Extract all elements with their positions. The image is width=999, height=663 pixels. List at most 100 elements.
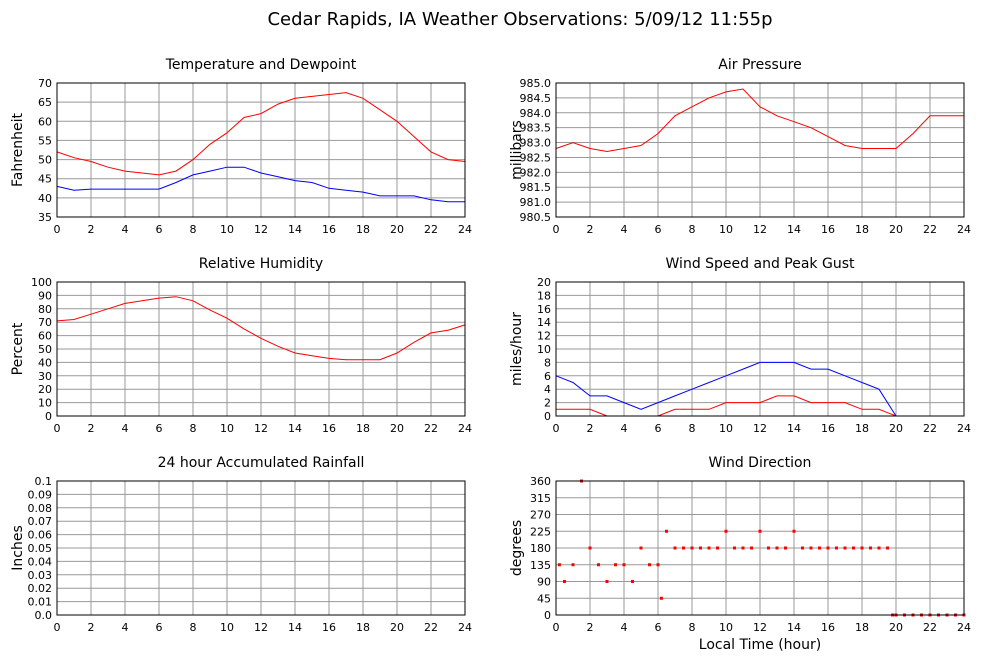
y-tick-label: 0.02 <box>28 582 53 595</box>
subplot-title: 24 hour Accumulated Rainfall <box>158 455 365 471</box>
subplot-title: Air Pressure <box>718 57 801 73</box>
data-point <box>826 546 830 550</box>
x-tick-label: 14 <box>787 621 801 634</box>
data-point <box>571 563 575 567</box>
x-tick-label: 14 <box>787 223 801 236</box>
y-tick-label: 14 <box>537 316 551 329</box>
y-tick-label: 0.06 <box>28 529 53 542</box>
x-tick-label: 20 <box>390 223 404 236</box>
y-tick-label: 40 <box>38 192 52 205</box>
x-tick-label: 2 <box>587 223 594 236</box>
x-tick-label: 20 <box>390 621 404 634</box>
x-tick-label: 24 <box>957 422 971 435</box>
data-point <box>665 529 668 533</box>
data-point <box>869 546 872 550</box>
data-point <box>716 546 719 550</box>
y-tick-label: 80 <box>38 303 52 316</box>
x-tick-label: 14 <box>787 422 801 435</box>
x-tick-label: 14 <box>288 422 302 435</box>
y-tick-label: 16 <box>537 303 551 316</box>
x-tick-label: 18 <box>855 223 869 236</box>
x-tick-label: 24 <box>458 223 472 236</box>
y-tick-label: 0 <box>544 410 551 423</box>
y-tick-label: 225 <box>530 525 551 538</box>
data-point <box>648 563 651 567</box>
x-tick-label: 20 <box>889 621 903 634</box>
x-tick-label: 20 <box>889 422 903 435</box>
y-tick-label: 984.0 <box>520 107 552 120</box>
x-tick-label: 2 <box>88 422 95 435</box>
y-tick-label: 90 <box>38 289 52 302</box>
x-tick-label: 24 <box>957 223 971 236</box>
data-point <box>631 580 634 583</box>
data-point <box>733 546 736 550</box>
x-tick-label: 10 <box>220 422 234 435</box>
plot-frame <box>56 281 466 417</box>
x-tick-label: 18 <box>356 422 370 435</box>
y-tick-label: 0.1 <box>35 475 53 488</box>
x-tick-label: 10 <box>220 223 234 236</box>
subplot-title: Temperature and Dewpoint <box>165 57 357 73</box>
data-point <box>877 546 881 550</box>
x-tick-label: 12 <box>753 422 767 435</box>
x-tick-label: 12 <box>753 223 767 236</box>
x-tick-label: 6 <box>655 223 662 236</box>
x-tick-label: 10 <box>220 621 234 634</box>
plot-frame <box>555 82 965 218</box>
data-point <box>557 563 561 567</box>
x-tick-label: 2 <box>587 621 594 634</box>
x-tick-label: 12 <box>254 422 268 435</box>
plot-frame <box>56 480 466 616</box>
data-point <box>622 563 626 567</box>
data-point <box>614 563 617 567</box>
data-line <box>555 88 964 153</box>
x-tick-label: 22 <box>424 422 438 435</box>
data-line <box>56 92 466 176</box>
x-tick-label: 24 <box>458 621 472 634</box>
y-tick-label: 983.0 <box>520 137 552 150</box>
x-tick-label: 6 <box>156 422 163 435</box>
x-tick-label: 0 <box>54 621 61 634</box>
y-tick-label: 0.0 <box>35 609 53 622</box>
subplot-title: Relative Humidity <box>199 256 323 272</box>
y-tick-label: 55 <box>38 134 52 147</box>
y-tick-label: 983.5 <box>520 122 552 135</box>
x-tick-label: 18 <box>855 422 869 435</box>
y-tick-label: 985.0 <box>520 77 552 90</box>
data-point <box>597 563 600 567</box>
x-tick-label: 22 <box>923 422 937 435</box>
data-point <box>724 529 728 533</box>
y-tick-label: 981.0 <box>520 196 552 209</box>
x-tick-label: 10 <box>719 223 733 236</box>
data-point <box>843 546 847 550</box>
data-point <box>656 563 660 567</box>
x-tick-label: 12 <box>753 621 767 634</box>
y-tick-label: 0.07 <box>28 515 53 528</box>
x-tick-label: 0 <box>54 422 61 435</box>
y-tick-label: 60 <box>38 330 52 343</box>
data-point <box>767 546 770 550</box>
x-tick-label: 4 <box>122 223 129 236</box>
y-tick-label: 0.05 <box>28 542 53 555</box>
x-tick-label: 16 <box>821 223 835 236</box>
y-tick-label: 980.5 <box>520 211 552 224</box>
y-tick-label: 0 <box>544 609 551 622</box>
y-tick-label: 981.5 <box>520 181 552 194</box>
y-tick-label: 18 <box>537 289 551 302</box>
y-axis-label: miles/hour <box>509 312 525 386</box>
y-tick-label: 50 <box>38 343 52 356</box>
y-tick-label: 984.5 <box>520 92 552 105</box>
data-point <box>784 546 787 550</box>
x-tick-label: 8 <box>689 223 696 236</box>
y-tick-label: 90 <box>537 576 551 589</box>
y-tick-label: 982.5 <box>520 151 552 164</box>
x-axis-label: Local Time (hour) <box>699 637 821 653</box>
data-point <box>588 546 592 550</box>
y-tick-label: 180 <box>530 542 551 555</box>
x-tick-label: 10 <box>719 422 733 435</box>
x-tick-label: 4 <box>621 223 628 236</box>
x-tick-label: 20 <box>889 223 903 236</box>
x-tick-label: 22 <box>923 223 937 236</box>
y-tick-label: 982.0 <box>520 166 552 179</box>
y-tick-label: 6 <box>544 370 551 383</box>
